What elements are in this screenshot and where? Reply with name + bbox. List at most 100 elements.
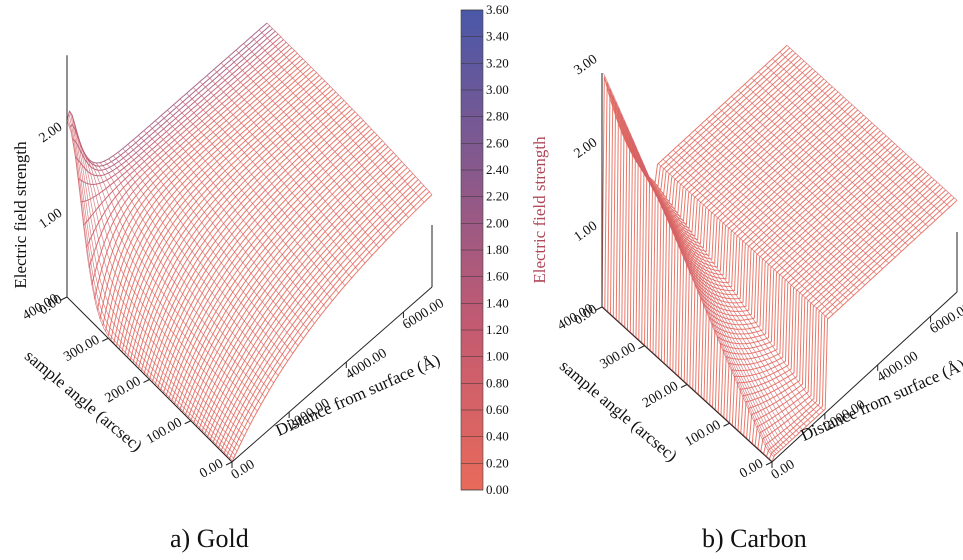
surface-line	[76, 130, 242, 442]
surface-line	[105, 61, 306, 332]
surface-line	[160, 117, 361, 391]
surface-line	[604, 78, 776, 456]
surface-line	[149, 125, 315, 324]
surface-line	[648, 176, 820, 415]
surface-line	[154, 111, 356, 386]
y-tick-label: 200.00	[103, 374, 144, 406]
y-tick-label: 100.00	[683, 418, 724, 450]
colorbar-tick-label: 3.20	[486, 55, 509, 70]
surface-line	[613, 108, 784, 448]
y-tick	[225, 461, 233, 466]
z-tick-label: 2.00	[572, 135, 601, 161]
surface-line	[193, 152, 394, 424]
surface-line	[606, 85, 777, 454]
surface-line	[68, 112, 234, 459]
surface-line	[712, 113, 883, 269]
y-axis-label: sample angle (arcsec)	[21, 346, 146, 455]
colorbar: 0.00 0.20 0.40 0.60 0.80 1.00 1.20 1.40 1.60 1.80…	[460, 2, 509, 497]
surface-line	[199, 81, 366, 264]
colorbar-tick-label: 1.00	[486, 349, 509, 364]
y-tick	[60, 296, 68, 301]
surface-line	[683, 140, 854, 296]
surface-line	[132, 88, 334, 364]
y-tick	[143, 379, 150, 383]
surface-line	[266, 22, 433, 195]
surface-line	[688, 134, 860, 291]
surface-line	[608, 92, 779, 452]
colorbar-tick-label: 3.00	[486, 82, 509, 97]
surface-line	[667, 154, 839, 310]
caption-gold: a) Gold	[170, 524, 249, 553]
surface-line	[179, 137, 381, 410]
surface-line	[636, 161, 807, 427]
surface-line	[662, 159, 834, 315]
surface-line	[758, 71, 929, 227]
surface-line	[146, 102, 348, 377]
panel-carbon: 0.002000.004000.006000.000.00100.00200.0…	[530, 44, 963, 483]
y-tick	[723, 422, 730, 427]
surface-line	[226, 188, 427, 457]
surface-line	[737, 90, 909, 246]
surface-line	[718, 107, 890, 264]
caption-carbon: b) Carbon	[702, 524, 807, 553]
surface-line	[765, 65, 936, 221]
surface-line	[744, 84, 915, 240]
surface-line	[602, 306, 773, 462]
surface-line	[213, 69, 380, 249]
surface-line	[140, 97, 342, 372]
surface-line	[121, 77, 323, 353]
surface-line	[95, 162, 262, 405]
surface-line	[751, 77, 922, 234]
surface-line	[108, 158, 274, 384]
surface-line	[129, 86, 331, 361]
surface-line	[250, 36, 417, 211]
surface-line	[657, 163, 829, 319]
surface-line	[603, 73, 774, 457]
y-tick	[638, 345, 645, 350]
z-tick-label: 1.00	[572, 219, 601, 245]
surface-line	[672, 149, 844, 306]
surface-line	[217, 179, 419, 449]
colorbar-tick-label: 0.40	[486, 429, 509, 444]
surface-line	[628, 148, 800, 434]
colorbar-tick-label: 1.40	[486, 295, 509, 310]
surface-line	[706, 140, 893, 403]
colorbar-tick-label: 2.00	[486, 215, 509, 230]
surface-line	[91, 47, 293, 285]
colorbar-tick-label: 1.60	[486, 269, 509, 284]
surface-line	[176, 134, 378, 408]
surface-line	[223, 185, 425, 455]
z-tick-label: 1.00	[37, 206, 66, 232]
colorbar-tick-label: 0.60	[486, 402, 509, 417]
surface-line	[653, 180, 824, 411]
surface-line	[714, 148, 901, 411]
y-tick	[765, 461, 773, 466]
surface-line	[186, 93, 352, 279]
y-axis-label: sample angle (arcsec)	[556, 356, 681, 465]
surface-line	[220, 62, 387, 241]
surface-line	[706, 119, 877, 275]
surface-line	[615, 116, 787, 446]
surface-line	[118, 74, 320, 350]
surface-line	[173, 131, 375, 405]
surface-line	[228, 56, 394, 234]
surface-line	[165, 122, 367, 397]
colorbar-tick-label: 1.80	[486, 242, 509, 257]
surface-line	[709, 143, 896, 406]
surface-line	[124, 80, 326, 355]
surface-line	[212, 173, 414, 443]
surface-line	[182, 140, 383, 413]
surface-line	[220, 182, 422, 452]
surface-line	[69, 111, 236, 456]
y-tick-label: 0.00	[737, 456, 766, 481]
surface-line	[69, 25, 271, 167]
surface-line	[92, 161, 258, 412]
colorbar-tick-label: 3.40	[486, 29, 509, 44]
surface-line	[73, 121, 240, 447]
surface-line	[724, 102, 896, 258]
surface-line	[204, 164, 405, 435]
surface-line	[161, 115, 327, 309]
surface-line	[184, 143, 386, 416]
surface-line	[81, 148, 248, 431]
